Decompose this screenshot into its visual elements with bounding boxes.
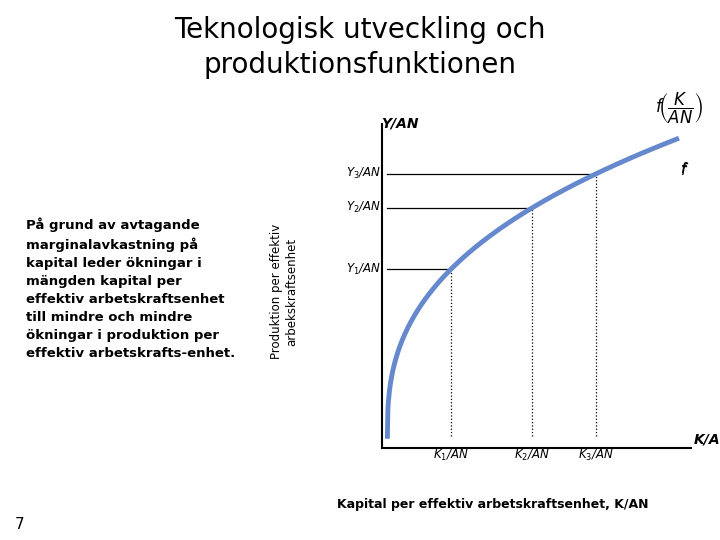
Text: Kapital per effektiv arbetskraftsenhet, K/AN: Kapital per effektiv arbetskraftsenhet, … — [338, 498, 649, 511]
Text: Produktion respektive
kapital per effektiv
arbekskraftsenhet.: Produktion respektive kapital per effekt… — [26, 124, 199, 176]
Text: $Y_2$/AN: $Y_2$/AN — [346, 200, 382, 215]
Text: $K_2$/AN: $K_2$/AN — [514, 448, 550, 463]
Text: $Y_3$/AN: $Y_3$/AN — [346, 166, 382, 181]
Text: Y/AN: Y/AN — [382, 116, 419, 130]
Text: På grund av avtagande
marginalavkastning på
kapital leder ökningar i
mängden kap: På grund av avtagande marginalavkastning… — [26, 217, 235, 360]
Text: $f$: $f$ — [680, 161, 688, 176]
Text: K/AN: K/AN — [694, 433, 720, 446]
Text: Teknologisk utveckling och
produktionsfunktionen: Teknologisk utveckling och produktionsfu… — [174, 16, 546, 79]
Text: $Y_1$/AN: $Y_1$/AN — [346, 261, 382, 276]
Text: 7: 7 — [14, 517, 24, 532]
Text: $f\!\left(\dfrac{K}{AN}\right)$: $f\!\left(\dfrac{K}{AN}\right)$ — [655, 90, 703, 126]
Text: $K_1$/AN: $K_1$/AN — [433, 448, 469, 463]
Text: $f$: $f$ — [680, 162, 689, 178]
Text: $K_3$/AN: $K_3$/AN — [578, 448, 613, 463]
Text: Produktion per effektiv
arbekskraftsenhet: Produktion per effektiv arbekskraftsenhe… — [271, 224, 298, 359]
